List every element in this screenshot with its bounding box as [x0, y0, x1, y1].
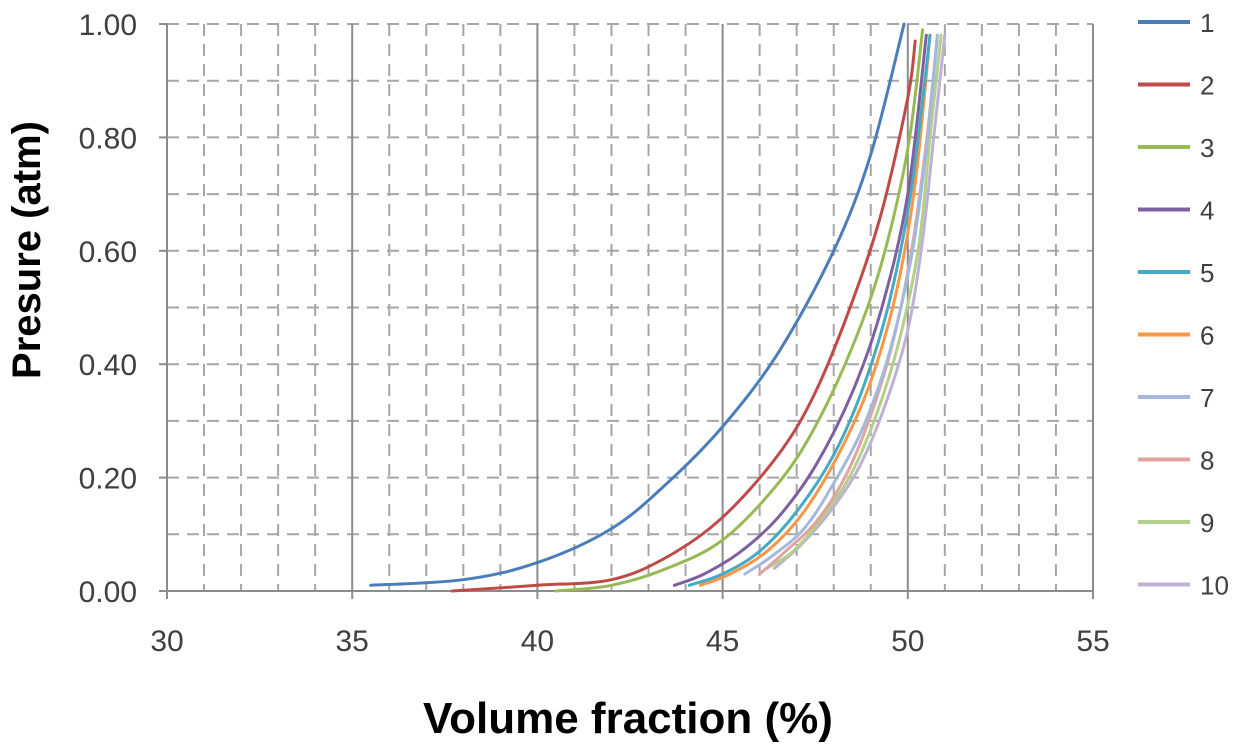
legend-label-7: 7 — [1200, 383, 1214, 413]
y-tick-label: 1.00 — [79, 9, 137, 42]
legend-label-8: 8 — [1200, 446, 1214, 476]
series-line-3 — [554, 28, 925, 593]
series-line-9 — [765, 33, 943, 570]
legend-label-3: 3 — [1200, 133, 1214, 163]
series-line-8 — [758, 33, 939, 576]
x-tick-label: 35 — [336, 625, 369, 658]
y-tick-label: 0.20 — [79, 463, 137, 496]
x-tick-label: 45 — [706, 625, 739, 658]
series-line-2 — [450, 39, 917, 593]
grid — [167, 23, 1094, 591]
legend-label-5: 5 — [1200, 258, 1214, 288]
legend: 1 2 3 4 5 6 7 8 9 10 — [1138, 8, 1229, 601]
series-line-7 — [743, 33, 939, 576]
x-axis-title: Volume fraction (%) — [423, 694, 833, 743]
x-tick-label: 40 — [521, 625, 554, 658]
x-tick-label: 55 — [1076, 625, 1109, 658]
y-tick-label: 0.40 — [79, 349, 137, 382]
axes — [166, 24, 1093, 592]
x-tick-label: 30 — [150, 625, 183, 658]
legend-label-9: 9 — [1200, 508, 1214, 538]
y-tick-label: 0.00 — [79, 576, 137, 609]
series-line-1 — [369, 22, 906, 587]
legend-label-1: 1 — [1200, 8, 1214, 38]
legend-label-4: 4 — [1200, 196, 1214, 226]
series-line-4 — [672, 33, 928, 587]
y-axis-title: Presure (atm) — [5, 121, 49, 379]
series-line-10 — [773, 33, 947, 570]
tick-labels: 30 35 40 45 50 55 0.00 0.20 0.40 0.60 0.80 1.00 — [79, 9, 1110, 658]
series-line-6 — [698, 33, 932, 587]
legend-label-2: 2 — [1200, 71, 1214, 101]
y-tick-label: 0.60 — [79, 236, 137, 269]
legend-label-10: 10 — [1200, 571, 1229, 601]
series-line-5 — [687, 33, 932, 587]
x-tick-label: 50 — [891, 625, 924, 658]
legend-label-6: 6 — [1200, 321, 1214, 351]
series-lines — [369, 22, 947, 593]
y-tick-label: 0.80 — [79, 122, 137, 155]
